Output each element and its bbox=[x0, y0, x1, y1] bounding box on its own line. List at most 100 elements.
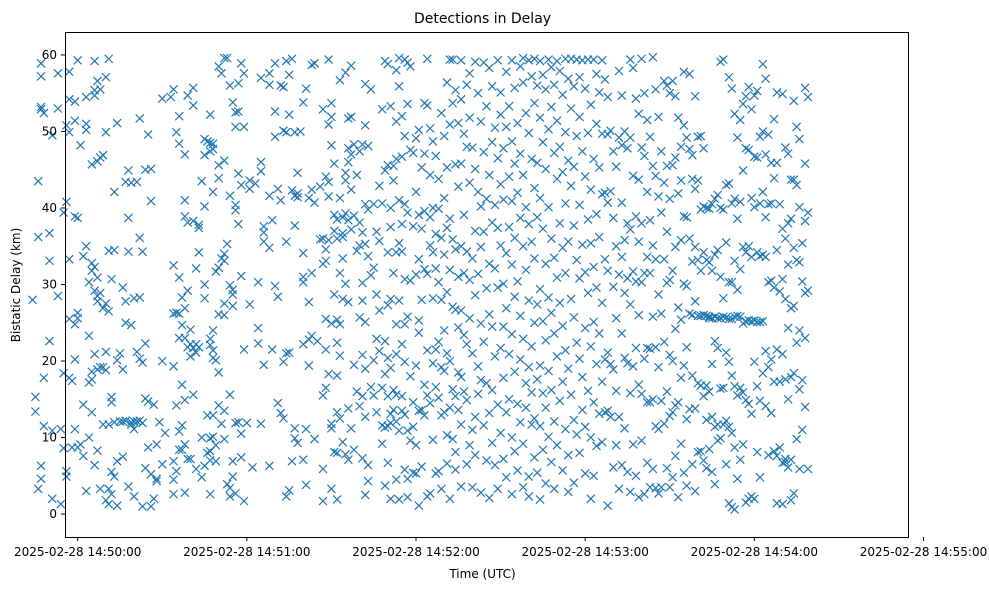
data-point-marker bbox=[191, 348, 201, 358]
data-point-marker bbox=[453, 405, 463, 415]
data-point-marker bbox=[420, 264, 429, 274]
data-point-marker bbox=[648, 52, 658, 62]
data-point-marker bbox=[92, 273, 102, 283]
data-point-marker bbox=[572, 430, 582, 439]
data-point-marker bbox=[428, 435, 438, 445]
data-point-marker bbox=[735, 115, 745, 125]
data-point-marker bbox=[625, 299, 635, 309]
data-point-marker bbox=[222, 239, 232, 249]
data-point-marker bbox=[448, 434, 458, 444]
data-point-marker bbox=[665, 194, 675, 204]
data-point-marker bbox=[465, 275, 475, 285]
data-point-marker bbox=[713, 190, 723, 200]
data-point-marker bbox=[727, 277, 737, 287]
data-point-marker bbox=[482, 101, 491, 111]
data-point-marker bbox=[360, 490, 370, 500]
data-point-marker bbox=[408, 468, 418, 478]
data-point-marker bbox=[473, 88, 483, 98]
data-point-marker bbox=[679, 120, 689, 130]
data-point-marker bbox=[656, 396, 666, 406]
data-point-marker bbox=[233, 78, 243, 88]
data-point-marker bbox=[180, 211, 190, 221]
data-point-marker bbox=[197, 472, 207, 482]
data-point-marker bbox=[504, 394, 514, 404]
data-point-marker bbox=[563, 364, 573, 374]
data-point-marker bbox=[335, 268, 345, 278]
data-point-marker bbox=[758, 127, 768, 136]
data-point-marker bbox=[90, 56, 100, 66]
data-point-marker bbox=[126, 320, 136, 330]
data-point-marker bbox=[639, 489, 649, 499]
data-point-marker bbox=[107, 274, 116, 284]
data-point-marker bbox=[434, 337, 444, 347]
data-point-marker bbox=[312, 336, 322, 346]
data-point-marker bbox=[228, 97, 238, 107]
data-point-marker bbox=[642, 397, 652, 407]
data-point-marker bbox=[504, 349, 514, 359]
data-point-marker bbox=[431, 345, 441, 354]
data-point-marker bbox=[639, 151, 649, 161]
data-point-marker bbox=[732, 311, 742, 321]
data-point-marker bbox=[321, 172, 331, 182]
data-point-marker bbox=[470, 412, 480, 422]
data-point-marker bbox=[183, 91, 193, 100]
data-point-marker bbox=[425, 241, 435, 250]
data-point-marker bbox=[589, 471, 599, 481]
data-point-marker bbox=[611, 440, 621, 450]
data-point-marker bbox=[730, 194, 740, 204]
data-point-marker bbox=[670, 91, 680, 101]
x-tick-label: 2025-02-28 14:52:00 bbox=[352, 545, 479, 559]
data-point-marker bbox=[422, 269, 432, 279]
chart-title: Detections in Delay bbox=[414, 11, 551, 27]
data-point-marker bbox=[501, 303, 511, 313]
x-tick-label: 2025-02-28 14:55:00 bbox=[860, 545, 987, 559]
data-point-marker bbox=[510, 292, 520, 302]
data-point-marker bbox=[431, 229, 441, 239]
data-point-marker bbox=[498, 373, 508, 383]
data-point-marker bbox=[90, 262, 100, 272]
data-point-marker bbox=[208, 432, 218, 442]
data-point-marker bbox=[174, 139, 184, 149]
data-point-marker bbox=[718, 293, 728, 303]
data-point-marker bbox=[389, 268, 398, 278]
data-point-marker bbox=[231, 107, 241, 117]
data-point-marker bbox=[496, 110, 506, 120]
data-point-marker bbox=[552, 56, 562, 66]
data-point-marker bbox=[357, 296, 367, 306]
data-point-marker bbox=[752, 86, 762, 96]
data-point-marker bbox=[803, 464, 813, 474]
data-point-marker bbox=[186, 454, 195, 464]
data-point-marker bbox=[208, 410, 218, 420]
data-point-marker bbox=[479, 337, 489, 347]
data-point-marker bbox=[577, 405, 587, 415]
data-point-marker bbox=[738, 166, 748, 175]
data-point-marker bbox=[735, 312, 745, 322]
data-point-marker bbox=[391, 417, 401, 426]
data-point-marker bbox=[470, 57, 480, 67]
y-tick-label: 0 bbox=[49, 507, 57, 521]
data-point-marker bbox=[783, 260, 793, 270]
data-point-marker bbox=[555, 396, 565, 406]
data-point-marker bbox=[211, 440, 221, 450]
data-point-marker bbox=[580, 267, 590, 277]
data-point-marker bbox=[467, 482, 477, 492]
data-point-marker bbox=[219, 256, 229, 266]
data-point-marker bbox=[487, 322, 497, 332]
data-point-marker bbox=[169, 475, 178, 485]
data-point-marker bbox=[592, 441, 601, 451]
data-point-marker bbox=[380, 166, 390, 175]
data-point-marker bbox=[372, 227, 381, 237]
data-point-marker bbox=[366, 84, 376, 94]
data-point-marker bbox=[614, 412, 624, 422]
data-point-marker bbox=[403, 99, 413, 109]
data-point-marker bbox=[304, 335, 314, 345]
data-point-marker bbox=[704, 444, 714, 454]
data-point-marker bbox=[707, 359, 717, 369]
data-point-marker bbox=[239, 68, 249, 78]
data-point-marker bbox=[304, 361, 314, 371]
data-point-marker bbox=[470, 226, 480, 236]
data-point-marker bbox=[301, 84, 311, 94]
data-point-marker bbox=[403, 312, 413, 322]
data-point-marker bbox=[445, 494, 455, 504]
data-point-marker bbox=[123, 482, 133, 491]
